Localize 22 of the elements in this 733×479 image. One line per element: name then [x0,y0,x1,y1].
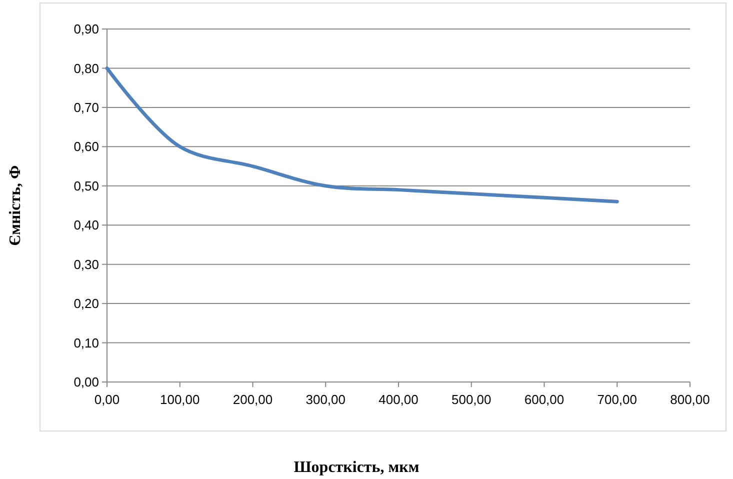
y-tick-label: 0,80 [74,60,99,76]
y-tick-label: 0,40 [74,218,99,233]
x-tick-label: 0,00 [94,392,120,407]
y-tick-label: 0,00 [74,374,99,390]
y-axis-title: Ємність, Ф [7,164,24,246]
y-tick-label: 0,30 [74,256,99,272]
x-tick-label: 300,00 [306,392,346,407]
x-tick-label: 800,00 [670,392,710,407]
y-tick-label: 0,10 [74,335,99,350]
x-tick-label: 500,00 [451,392,492,407]
y-tick-label: 0,90 [74,22,99,37]
x-tick-label: 700,00 [597,392,638,407]
x-tick-label: 600,00 [524,392,564,407]
y-tick-label: 0,60 [74,139,99,154]
y-tick-label: 0,50 [74,178,99,194]
y-tick-label: 0,70 [74,100,99,115]
y-tick-label: 0,20 [74,296,99,312]
x-tick-label: 400,00 [378,392,418,407]
x-tick-label: 200,00 [232,392,273,407]
x-tick-label: 100,00 [160,392,200,407]
x-axis-title: Шорсткість, мкм [294,459,420,476]
line-series [105,66,619,204]
